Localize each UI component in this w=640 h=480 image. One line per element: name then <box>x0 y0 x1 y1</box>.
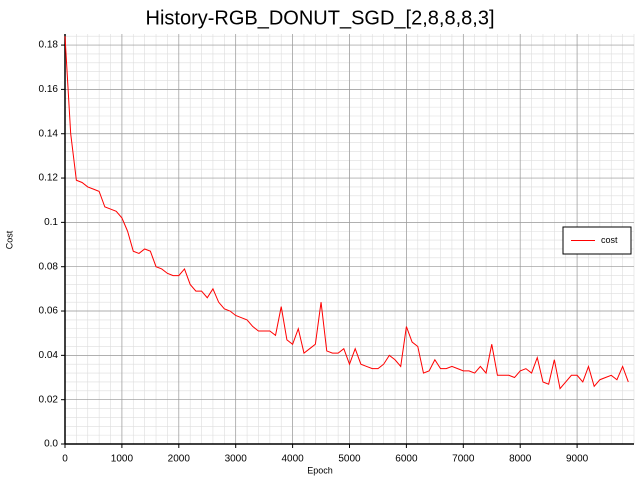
x-tick-label: 2000 <box>168 454 191 465</box>
x-tick-label: 8000 <box>509 454 532 465</box>
x-tick-label: 0 <box>62 454 68 465</box>
chart-title: History-RGB_DONUT_SGD_[2,8,8,8,3] <box>146 7 495 29</box>
x-tick-label: 6000 <box>395 454 418 465</box>
x-tick-label: 5000 <box>338 454 361 465</box>
x-tick-label: 1000 <box>111 454 134 465</box>
y-tick-label: 0.04 <box>39 350 59 361</box>
y-tick-label: 0.16 <box>39 84 59 95</box>
x-tick-label: 4000 <box>281 454 304 465</box>
x-tick-label: 7000 <box>452 454 475 465</box>
y-tick-label: 0.08 <box>39 261 59 272</box>
x-axis-label: Epoch <box>307 465 333 475</box>
y-tick-label: 0.14 <box>39 128 59 139</box>
legend-label: cost <box>601 235 618 245</box>
y-tick-label: 0.18 <box>39 40 59 51</box>
y-tick-label: 0.0 <box>44 439 58 450</box>
y-tick-label: 0.06 <box>39 306 59 317</box>
cost-line <box>64 36 629 390</box>
y-tick-label: 0.1 <box>44 217 58 228</box>
x-tick-label: 9000 <box>566 454 589 465</box>
y-tick-label: 0.12 <box>39 173 59 184</box>
y-axis-label: Cost <box>4 230 14 249</box>
y-tick-label: 0.02 <box>39 394 59 405</box>
x-tick-label: 3000 <box>225 454 248 465</box>
